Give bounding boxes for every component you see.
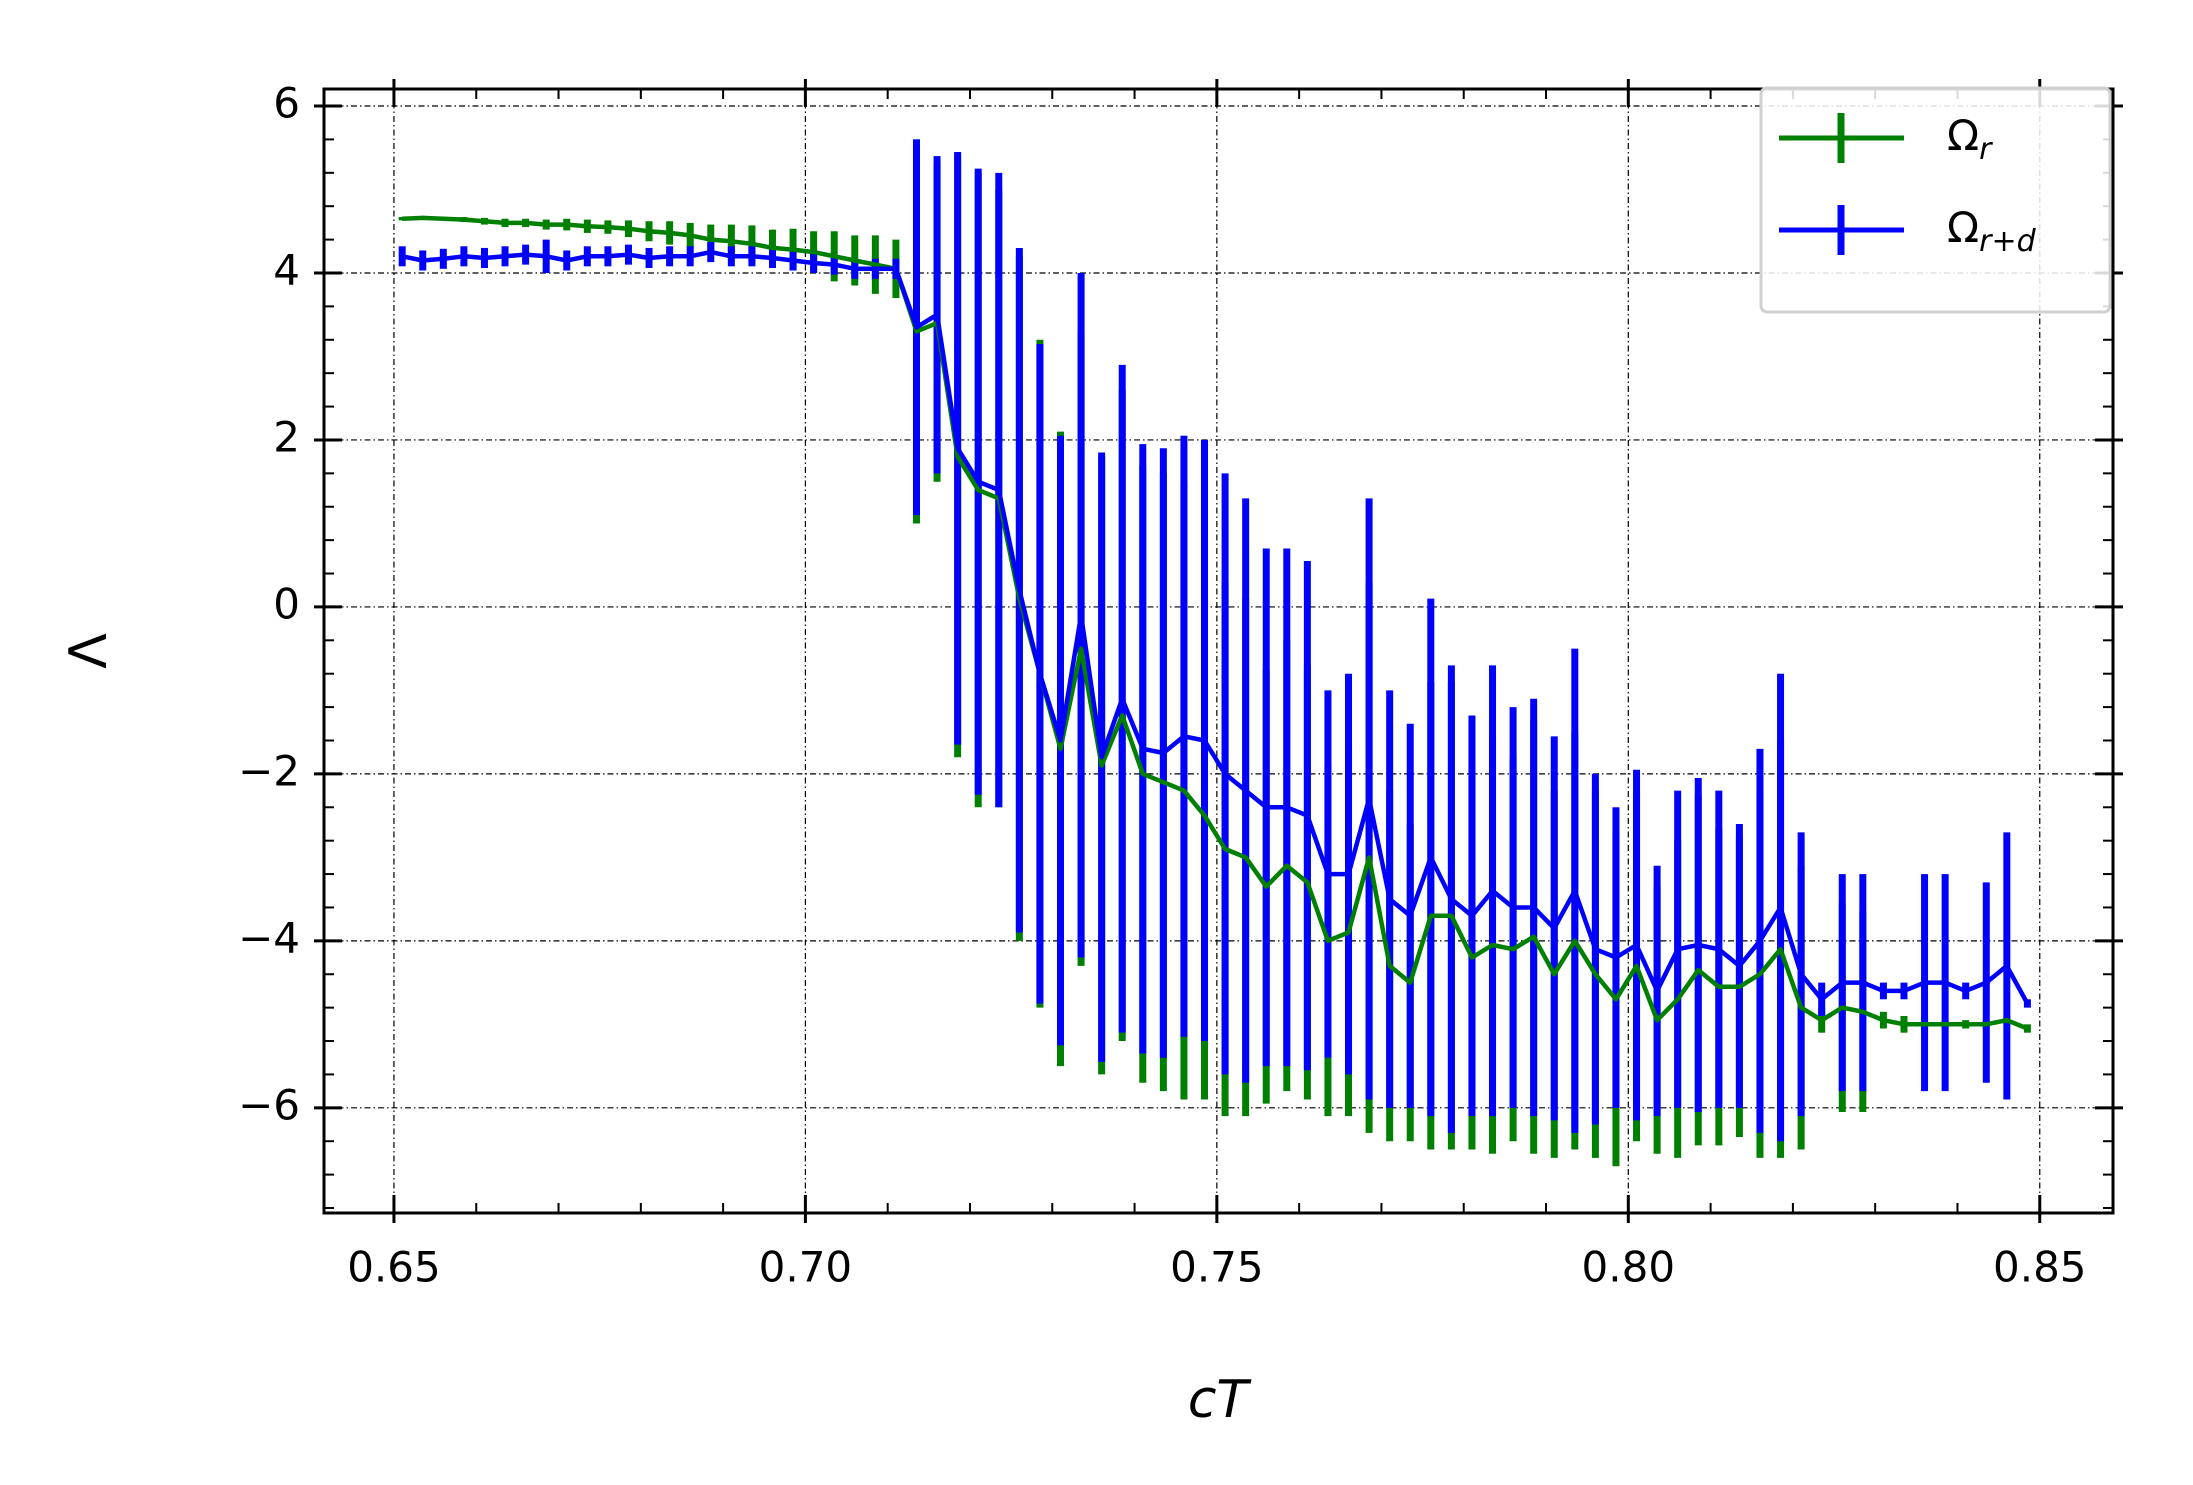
y-tick-label: 4	[273, 245, 300, 294]
series-line	[401, 249, 2030, 1005]
y-tick-label: −2	[238, 746, 300, 795]
plot-frame	[322, 87, 2115, 1215]
y-axis-label: Λ	[59, 633, 119, 669]
y-tick-label: 6	[273, 79, 300, 128]
legend-label: Ωr+d	[1947, 203, 2037, 259]
x-tick-label: 0.85	[1993, 1243, 2087, 1292]
x-tick-label: 0.75	[1170, 1243, 1264, 1292]
x-tick-label: 0.80	[1582, 1243, 1676, 1292]
legend-label: Ωr	[1947, 111, 1993, 167]
y-tick-label: 0	[273, 579, 300, 628]
legend-box	[1759, 86, 2112, 314]
x-tick-label: 0.70	[759, 1243, 853, 1292]
x-axis-label: cT	[1188, 1370, 1253, 1430]
y-tick-label: −6	[238, 1080, 300, 1129]
series-line	[402, 215, 2029, 1031]
x-tick-label: 0.65	[347, 1243, 441, 1292]
y-tick-label: −4	[238, 913, 300, 962]
y-tick-label: 2	[273, 412, 300, 461]
